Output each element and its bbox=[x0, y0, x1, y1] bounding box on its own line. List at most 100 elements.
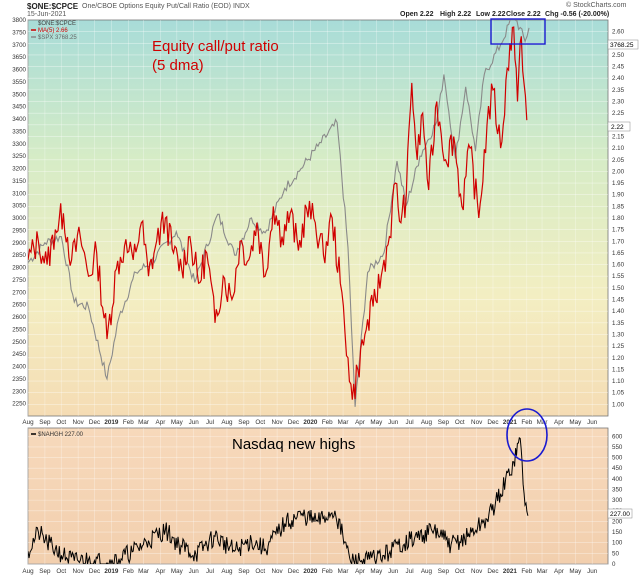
left-tick-label: 2950 bbox=[12, 227, 26, 234]
x-tick-label: Apr bbox=[355, 568, 365, 575]
x-tick-label: Oct bbox=[455, 419, 465, 426]
x-tick-label: Sep bbox=[39, 568, 51, 575]
right-tick-label: 1.65 bbox=[612, 250, 625, 257]
x-tick-label: Oct bbox=[455, 568, 465, 575]
annotation-title-line1: Equity call/put ratio bbox=[152, 38, 279, 55]
x-tick-label: Mar bbox=[537, 568, 548, 575]
low-value: Low 2.22 bbox=[476, 11, 506, 18]
right-tick-label: 1.15 bbox=[612, 366, 625, 373]
highs-tick-label: 350 bbox=[612, 486, 623, 493]
highlight-box bbox=[490, 18, 546, 45]
x-tick-label: May bbox=[370, 568, 383, 575]
right-tick-label: 2.10 bbox=[612, 145, 625, 152]
x-tick-label: Aug bbox=[421, 568, 433, 575]
right-tick-label: 1.45 bbox=[612, 297, 625, 304]
right-tick-label: 1.20 bbox=[612, 355, 625, 362]
highs-tick-label: 600 bbox=[612, 433, 623, 440]
left-tick-label: 2650 bbox=[12, 302, 26, 309]
highs-tick-label: 150 bbox=[612, 529, 623, 536]
left-tick-label: 3100 bbox=[12, 190, 26, 197]
right-axis-ticks: 2.602.552.502.452.402.352.302.252.202.15… bbox=[612, 29, 625, 409]
x-tick-label: 2020 bbox=[303, 419, 318, 426]
x-tick-label: Sep bbox=[238, 419, 250, 426]
x-tick-label: Mar bbox=[537, 419, 548, 426]
x-tick-label: Jul bbox=[406, 568, 414, 575]
left-tick-label: 2550 bbox=[12, 326, 26, 333]
x-tick-label: Oct bbox=[255, 568, 265, 575]
right-tick-label: 2.35 bbox=[612, 87, 625, 94]
x-tick-label: Oct bbox=[255, 419, 265, 426]
x-tick-label: Feb bbox=[322, 419, 333, 426]
chart-description: One/CBOE Options Equity Put/Call Ratio (… bbox=[82, 3, 250, 10]
nahgh-last-tag: 227.00 bbox=[610, 511, 630, 518]
x-tick-label: Aug bbox=[221, 419, 233, 426]
left-tick-label: 2700 bbox=[12, 289, 26, 296]
right-tick-label: 2.60 bbox=[612, 29, 625, 36]
highs-tick-label: 450 bbox=[612, 465, 623, 472]
x-tick-label: Dec bbox=[89, 568, 100, 575]
x-tick-label: Nov bbox=[272, 419, 284, 426]
highs-tick-label: 300 bbox=[612, 497, 623, 504]
left-tick-label: 2450 bbox=[12, 351, 26, 358]
right-tick-label: 1.25 bbox=[612, 343, 625, 350]
x-tick-label: Jun bbox=[388, 419, 399, 426]
x-tick-label: Aug bbox=[22, 568, 34, 575]
x-tick-label: Sep bbox=[438, 419, 450, 426]
highs-axis-ticks: 600550500450400350300250200150100500 bbox=[612, 433, 623, 568]
right-tick-label: 1.85 bbox=[612, 203, 625, 210]
left-tick-label: 2400 bbox=[12, 364, 26, 371]
right-tick-label: 2.25 bbox=[612, 110, 625, 117]
x-tick-label: Mar bbox=[138, 419, 149, 426]
open-value: Open 2.22 bbox=[400, 11, 434, 18]
high-value: High 2.22 bbox=[440, 11, 472, 18]
left-tick-label: 3650 bbox=[12, 54, 26, 61]
x-tick-label: Nov bbox=[471, 568, 483, 575]
left-tick-label: 2900 bbox=[12, 240, 26, 247]
x-tick-label: Jul bbox=[206, 568, 214, 575]
x-tick-label: May bbox=[569, 419, 582, 426]
left-tick-label: 3400 bbox=[12, 116, 26, 123]
x-tick-label: 2020 bbox=[303, 568, 318, 575]
x-tick-label: Oct bbox=[56, 568, 66, 575]
x-tick-label: Sep bbox=[39, 419, 51, 426]
left-tick-label: 3150 bbox=[12, 178, 26, 185]
right-tick-label: 1.30 bbox=[612, 331, 625, 338]
right-tick-label: 1.70 bbox=[612, 238, 625, 245]
x-tick-label: Mar bbox=[138, 568, 149, 575]
left-tick-label: 2250 bbox=[12, 401, 26, 408]
highlight-ellipse bbox=[506, 408, 548, 462]
right-tick-label: 1.40 bbox=[612, 308, 625, 315]
legend-nahgh: $NAHGH 227.00 bbox=[38, 432, 84, 438]
x-tick-label: Aug bbox=[221, 568, 233, 575]
right-tick-label: 2.00 bbox=[612, 168, 625, 175]
x-tick-label: May bbox=[569, 568, 582, 575]
x-tick-label: Oct bbox=[56, 419, 66, 426]
x-tick-label: Feb bbox=[322, 568, 333, 575]
chg-value: Chg -0.56 (-20.00%) bbox=[545, 11, 610, 18]
right-tick-label: 1.35 bbox=[612, 320, 625, 327]
new-highs-series-line bbox=[28, 436, 529, 564]
left-tick-label: 3300 bbox=[12, 141, 26, 148]
x-tick-label: Mar bbox=[338, 419, 349, 426]
right-tick-label: 1.05 bbox=[612, 390, 625, 397]
right-tick-label: 1.75 bbox=[612, 227, 625, 234]
highs-tick-label: 500 bbox=[612, 455, 623, 462]
left-tick-label: 2600 bbox=[12, 314, 26, 321]
highs-tick-label: 550 bbox=[612, 444, 623, 451]
x-tick-label: 2019 bbox=[104, 419, 119, 426]
left-tick-label: 2500 bbox=[12, 339, 26, 346]
x-tick-label: Jun bbox=[587, 419, 598, 426]
x-tick-label: Feb bbox=[123, 568, 134, 575]
left-tick-label: 2850 bbox=[12, 252, 26, 259]
left-tick-label: 3750 bbox=[12, 29, 26, 36]
x-tick-label: Dec bbox=[487, 568, 498, 575]
x-tick-label: 2019 bbox=[104, 568, 119, 575]
right-tick-label: 2.50 bbox=[612, 52, 625, 59]
x-tick-label: Mar bbox=[338, 568, 349, 575]
annotation-title-line2: (5 dma) bbox=[152, 57, 204, 74]
highs-tick-label: 400 bbox=[612, 476, 623, 483]
x-tick-label: Jun bbox=[388, 568, 399, 575]
x-tick-label: Jul bbox=[206, 419, 214, 426]
x-tick-label: May bbox=[171, 419, 184, 426]
